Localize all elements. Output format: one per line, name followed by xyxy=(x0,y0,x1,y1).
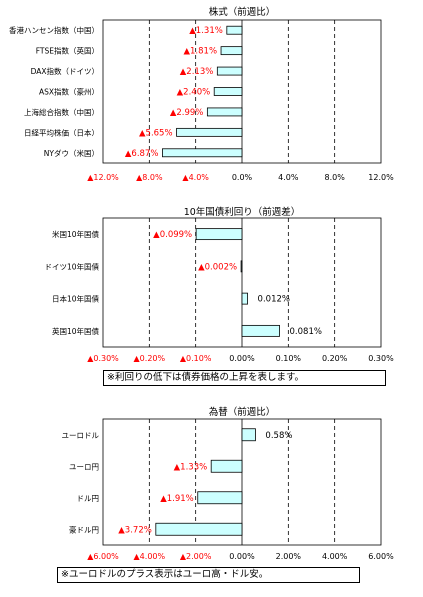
value-label-fx-2: ▲1.91% xyxy=(160,494,194,504)
tick-label-stocks-5: 8.0% xyxy=(325,173,346,182)
tick-label-stocks-2: ▲4.0% xyxy=(182,173,209,182)
tick-label-fx-5: 4.00% xyxy=(322,552,348,561)
value-label-bonds-0: ▲0.099% xyxy=(153,230,192,240)
bar-fx-0 xyxy=(241,428,256,442)
category-label-stocks-1: FTSE指数（英国） xyxy=(36,46,99,56)
tick-label-bonds-2: ▲0.10% xyxy=(180,354,212,363)
value-label-bonds-1: ▲0.002% xyxy=(198,262,237,272)
tick-label-fx-4: 2.00% xyxy=(276,552,302,561)
chart-title-bonds: 10年国債利回り（前週差） xyxy=(184,206,301,218)
category-label-stocks-6: NYダウ（米国） xyxy=(44,148,99,158)
value-label-stocks-5: ▲5.65% xyxy=(139,128,173,138)
bar-stocks-4 xyxy=(206,107,243,117)
tick-label-stocks-1: ▲8.0% xyxy=(136,173,163,182)
value-label-fx-3: ▲3.72% xyxy=(118,525,152,535)
category-label-stocks-4: 上海総合指数（中国） xyxy=(24,107,99,117)
tick-label-fx-0: ▲6.00% xyxy=(87,552,119,561)
category-label-bonds-3: 英国10年国債 xyxy=(52,326,100,336)
tick-label-bonds-4: 0.10% xyxy=(276,354,302,363)
category-label-fx-3: 豪ドル円 xyxy=(69,524,99,534)
bar-bonds-1 xyxy=(240,260,243,273)
value-label-stocks-6: ▲6.87% xyxy=(125,149,159,159)
bar-fx-2 xyxy=(197,491,243,505)
category-label-fx-1: ユーロ円 xyxy=(69,462,99,471)
bar-fx-3 xyxy=(155,522,243,536)
tick-label-bonds-1: ▲0.20% xyxy=(134,354,166,363)
value-label-stocks-4: ▲2.99% xyxy=(170,108,204,118)
category-label-stocks-3: ASX指数（豪州） xyxy=(39,87,99,97)
bar-stocks-0 xyxy=(226,25,243,35)
bar-stocks-3 xyxy=(213,87,243,96)
tick-label-bonds-5: 0.20% xyxy=(322,354,348,363)
category-label-bonds-1: ドイツ10年国債 xyxy=(44,261,99,271)
category-label-bonds-0: 米国10年国債 xyxy=(52,229,100,239)
category-label-stocks-0: 香港ハンセン指数（中国） xyxy=(9,25,99,35)
value-label-stocks-3: ▲2.40% xyxy=(177,88,211,98)
tick-label-bonds-3: 0.00% xyxy=(229,354,255,363)
value-label-fx-1: ▲1.33% xyxy=(174,462,208,472)
chart-title-stocks: 株式（前週比） xyxy=(209,6,276,18)
tick-label-fx-6: 6.00% xyxy=(368,552,394,561)
tick-label-fx-2: ▲2.00% xyxy=(180,552,212,561)
chart-title-fx: 為替（前週比） xyxy=(209,406,276,418)
value-label-stocks-2: ▲2.13% xyxy=(180,67,214,77)
bar-stocks-6 xyxy=(162,148,243,158)
fx-note: ※ユーロドルのプラス表示はユーロ高・ドル安。 xyxy=(57,567,360,583)
bar-stocks-5 xyxy=(176,127,243,137)
tick-label-stocks-6: 12.0% xyxy=(368,173,394,182)
category-label-bonds-2: 日本10年国債 xyxy=(52,294,100,304)
bar-bonds-0 xyxy=(195,228,243,241)
category-label-fx-2: ドル円 xyxy=(77,494,100,503)
tick-label-fx-3: 0.00% xyxy=(229,552,255,561)
category-label-stocks-2: DAX指数（ドイツ） xyxy=(31,66,99,76)
value-label-bonds-2: 0.012% xyxy=(258,295,290,305)
value-label-stocks-0: ▲1.31% xyxy=(189,26,223,36)
tick-label-stocks-4: 4.0% xyxy=(278,173,299,182)
tick-label-stocks-3: 0.0% xyxy=(232,173,253,182)
tick-label-bonds-6: 0.30% xyxy=(368,354,394,363)
value-label-bonds-3: 0.081% xyxy=(290,327,322,337)
tick-label-fx-1: ▲4.00% xyxy=(134,552,166,561)
bar-bonds-2 xyxy=(241,292,248,305)
category-label-fx-0: ユーロドル xyxy=(62,431,100,440)
value-label-stocks-1: ▲1.81% xyxy=(183,47,217,57)
bar-stocks-2 xyxy=(216,66,243,76)
bar-stocks-1 xyxy=(220,46,243,56)
bond-yield-note: ※利回りの低下は債券価格の上昇を表します。 xyxy=(103,370,386,386)
bar-fx-1 xyxy=(210,459,243,473)
tick-label-stocks-0: ▲12.0% xyxy=(87,173,119,182)
tick-label-bonds-0: ▲0.30% xyxy=(87,354,119,363)
value-label-fx-0: 0.58% xyxy=(265,431,292,441)
category-label-stocks-5: 日経平均株価（日本） xyxy=(24,127,99,137)
bar-bonds-3 xyxy=(241,324,280,337)
